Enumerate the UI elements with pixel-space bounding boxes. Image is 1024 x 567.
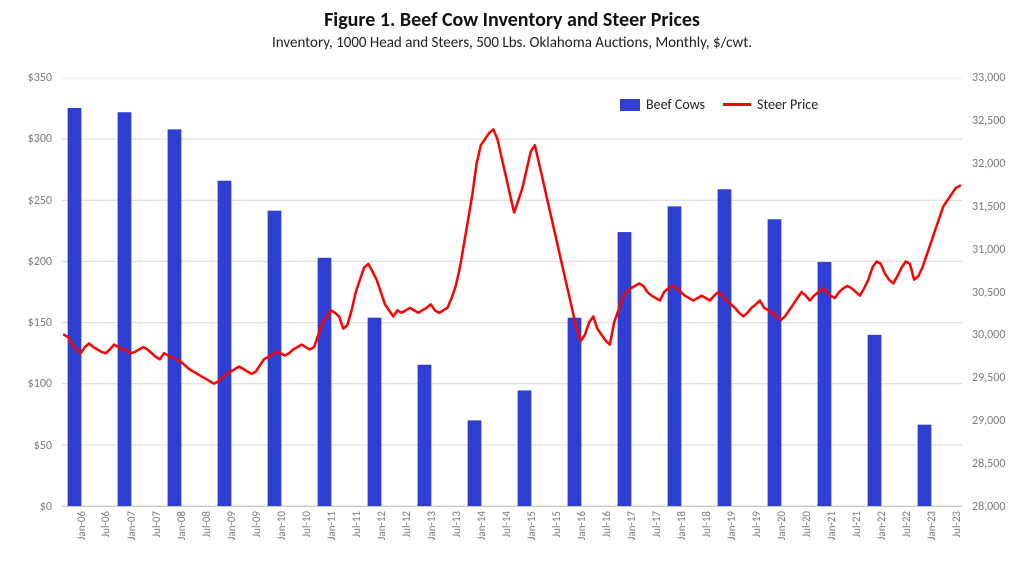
y-right-tick: 30,000 <box>972 328 1005 342</box>
bar <box>818 262 832 506</box>
chart-root: Figure 1. Beef Cow Inventory and Steer P… <box>0 0 1024 567</box>
bar <box>418 365 432 506</box>
chart-subtitle: Inventory, 1000 Head and Steers, 500 Lbs… <box>80 34 944 52</box>
y-right-tick: 29,000 <box>972 414 1005 428</box>
y-right-tick: 28,500 <box>972 457 1005 471</box>
y-left-tick: $250 <box>28 194 52 208</box>
y-left-tick: $300 <box>28 132 52 146</box>
y-left-tick: $50 <box>34 439 52 453</box>
bar <box>68 108 82 506</box>
y-right-tick: 31,500 <box>972 200 1005 214</box>
y-right-tick: 32,000 <box>972 157 1005 171</box>
plot-area: Beef Cows Steer Price <box>62 78 962 507</box>
chart-title: Figure 1. Beef Cow Inventory and Steer P… <box>80 8 944 32</box>
bar <box>218 181 232 506</box>
bar <box>168 129 182 506</box>
legend-swatch-line <box>723 103 751 106</box>
legend-item: Beef Cows <box>620 96 705 113</box>
plot-svg <box>62 78 962 506</box>
y-left-axis: $0$50$100$150$200$250$300$350 <box>0 78 58 507</box>
y-left-tick: $350 <box>28 71 52 85</box>
bar <box>518 390 532 506</box>
y-left-tick: $100 <box>28 377 52 391</box>
legend-swatch-bar <box>620 99 640 111</box>
bar <box>718 189 732 506</box>
y-right-tick: 31,000 <box>972 243 1005 257</box>
y-right-tick: 29,500 <box>972 371 1005 385</box>
bar <box>118 112 132 506</box>
bar <box>668 206 682 506</box>
bar <box>368 318 382 506</box>
y-right-tick: 30,500 <box>972 286 1005 300</box>
legend-item: Steer Price <box>723 96 818 113</box>
legend: Beef Cows Steer Price <box>620 96 818 113</box>
y-right-tick: 32,500 <box>972 114 1005 128</box>
bar <box>318 258 332 506</box>
bar <box>868 335 882 506</box>
bar <box>268 211 282 506</box>
bars-group <box>68 108 932 506</box>
legend-label: Steer Price <box>757 96 818 113</box>
y-left-tick: $0 <box>40 500 52 514</box>
x-axis: Jan-06Jul-06Jan-07Jul-07Jan-08Jul-08Jan-… <box>62 507 962 567</box>
bar <box>618 232 632 506</box>
bar <box>568 318 582 506</box>
x-tick: Jul-23 <box>950 511 1000 537</box>
y-right-axis: 28,00028,50029,00029,50030,00030,50031,0… <box>966 78 1024 507</box>
bar <box>918 425 932 506</box>
y-right-tick: 33,000 <box>972 71 1005 85</box>
bar <box>468 420 482 506</box>
legend-label: Beef Cows <box>646 96 705 113</box>
y-left-tick: $200 <box>28 255 52 269</box>
bar <box>768 219 782 506</box>
y-left-tick: $150 <box>28 316 52 330</box>
